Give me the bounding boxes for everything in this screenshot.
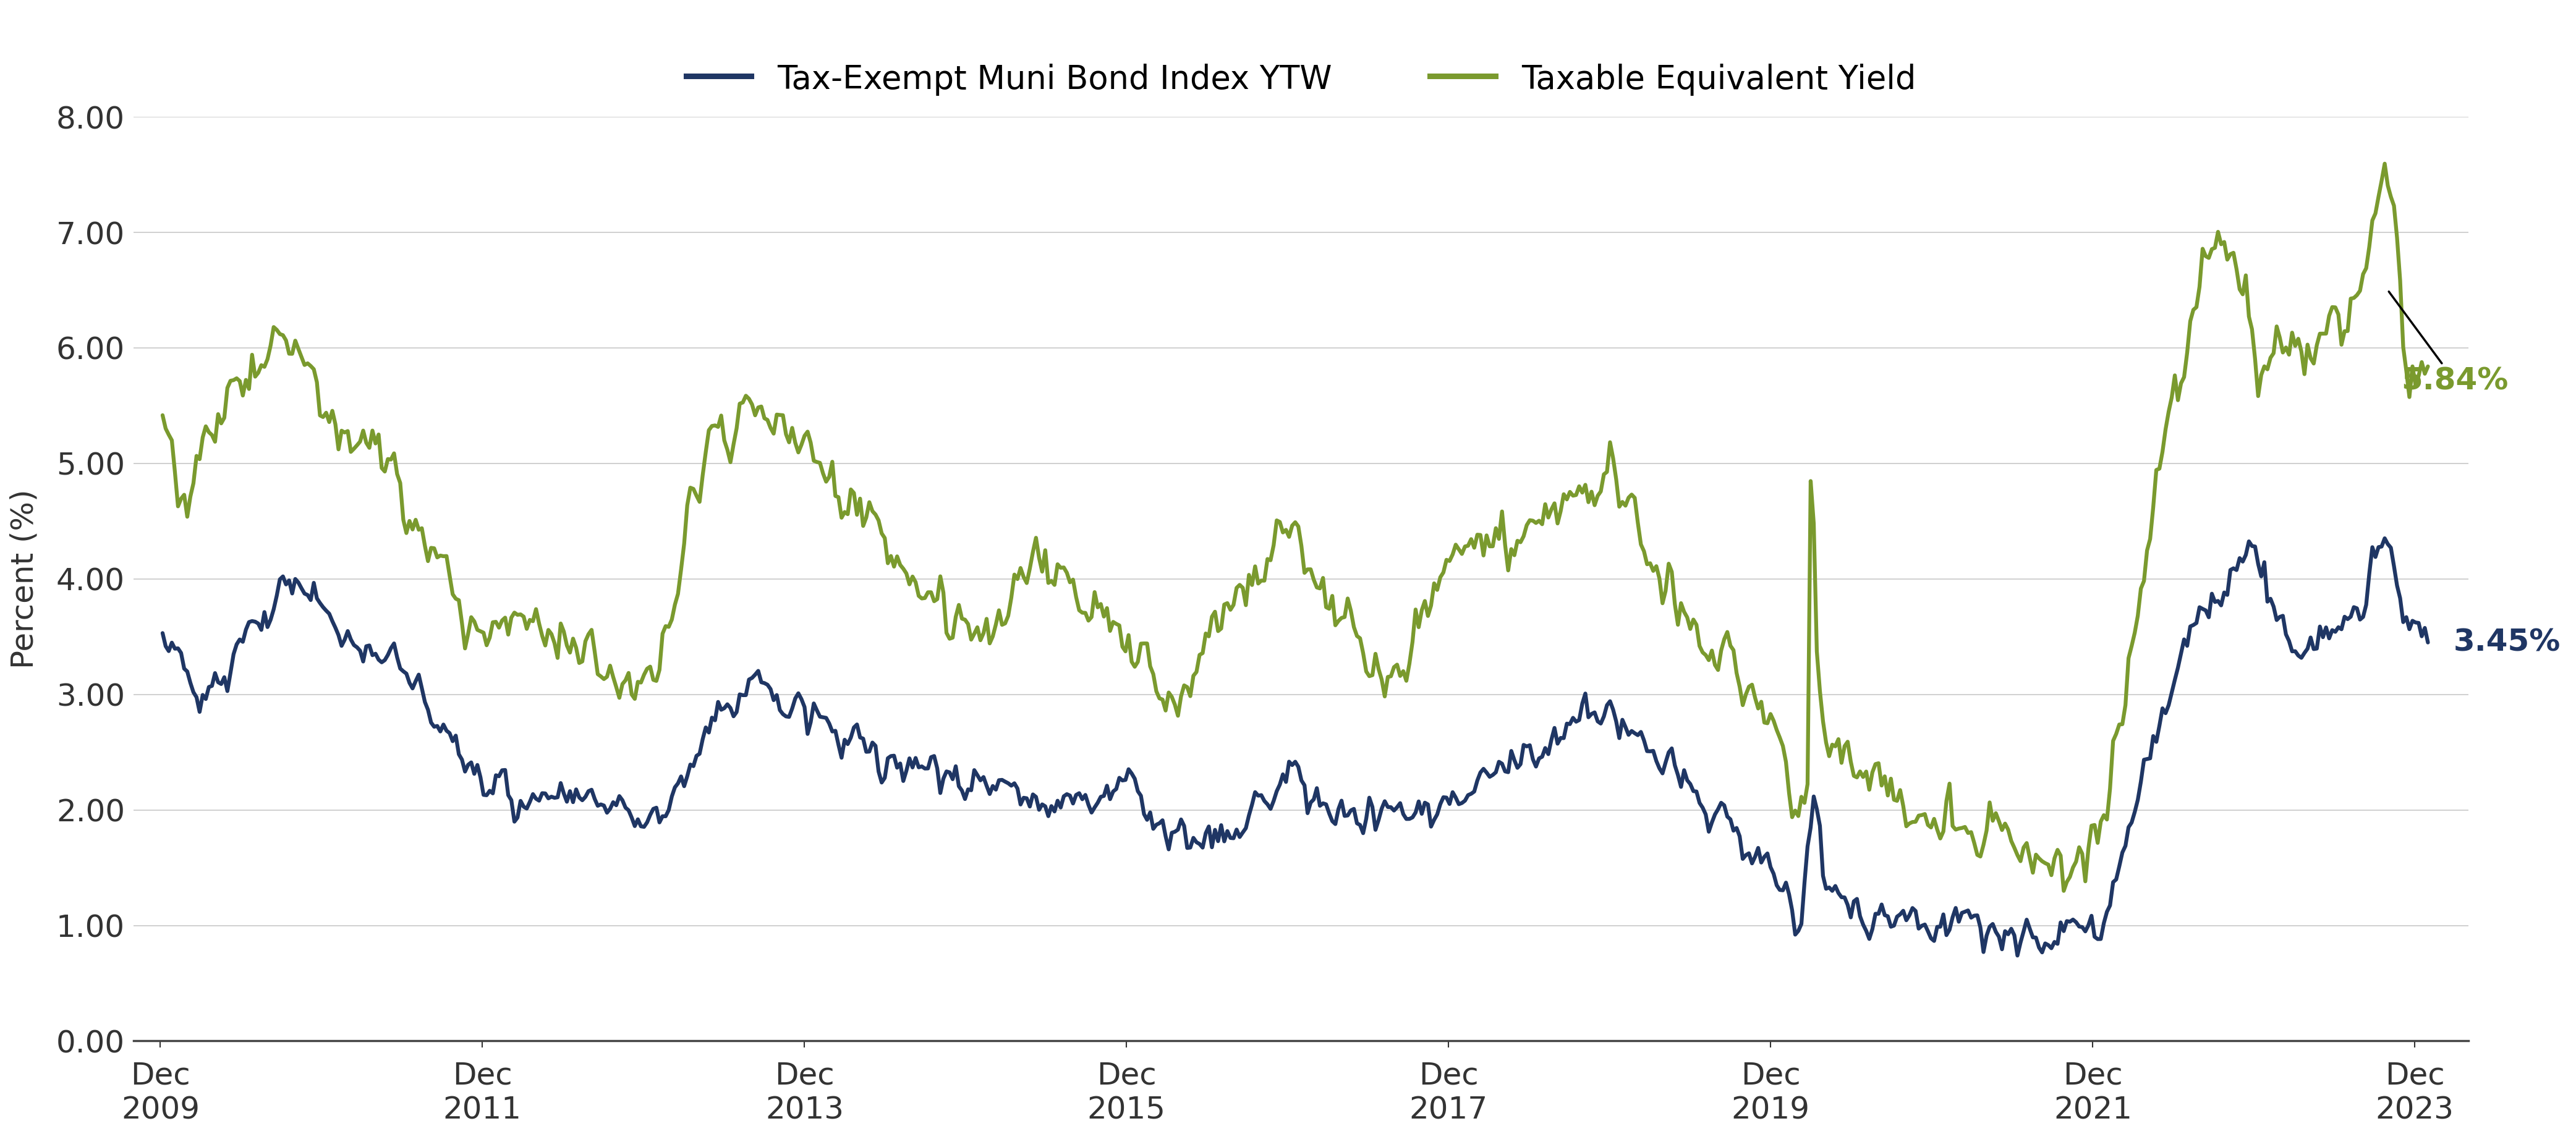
Legend: Tax-Exempt Muni Bond Index YTW, Taxable Equivalent Yield: Tax-Exempt Muni Bond Index YTW, Taxable … [672,50,1929,109]
Text: 3.45%: 3.45% [2455,627,2561,658]
Text: 5.84%: 5.84% [2388,291,2509,396]
Y-axis label: Percent (%): Percent (%) [10,489,39,669]
